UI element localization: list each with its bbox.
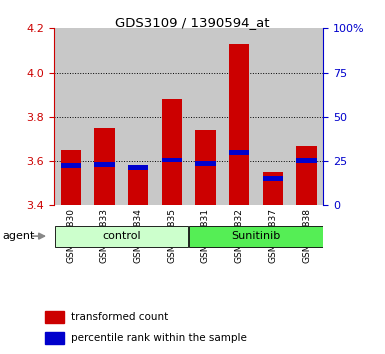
Bar <box>229 44 249 205</box>
Bar <box>162 158 182 162</box>
Bar <box>45 332 64 343</box>
Text: Sunitinib: Sunitinib <box>231 231 281 241</box>
Bar <box>121 28 155 205</box>
Bar <box>263 176 283 181</box>
Bar <box>296 158 316 163</box>
Text: GDS3109 / 1390594_at: GDS3109 / 1390594_at <box>115 16 270 29</box>
Text: control: control <box>102 231 141 241</box>
Bar <box>263 172 283 205</box>
Bar <box>223 28 256 205</box>
Text: agent: agent <box>2 232 34 241</box>
Bar <box>296 145 316 205</box>
Bar <box>290 28 323 205</box>
Bar <box>189 28 223 205</box>
FancyBboxPatch shape <box>55 226 188 247</box>
Bar <box>54 28 88 205</box>
Bar <box>128 165 148 170</box>
Bar <box>162 99 182 205</box>
Bar <box>229 150 249 155</box>
Text: transformed count: transformed count <box>71 312 168 322</box>
Bar <box>61 163 81 168</box>
Bar <box>196 161 216 166</box>
Bar <box>88 28 121 205</box>
Bar <box>155 28 189 205</box>
Text: percentile rank within the sample: percentile rank within the sample <box>71 333 246 343</box>
Bar <box>45 312 64 323</box>
Bar <box>256 28 290 205</box>
FancyBboxPatch shape <box>189 226 323 247</box>
Bar <box>94 128 115 205</box>
Bar <box>196 130 216 205</box>
Bar <box>94 162 115 167</box>
Bar <box>61 150 81 205</box>
Bar <box>128 170 148 205</box>
